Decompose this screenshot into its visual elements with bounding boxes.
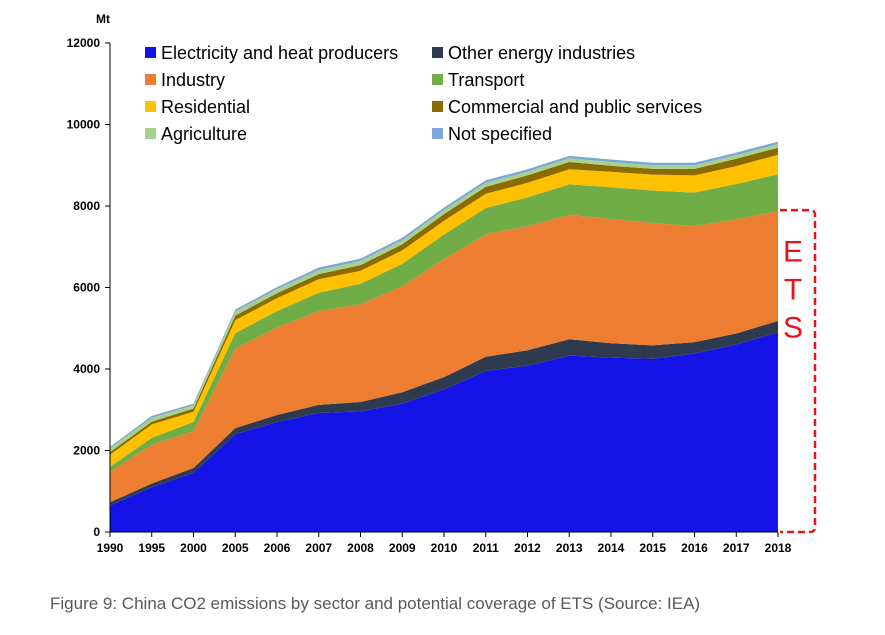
- x-tick-labels: 1990 1995 2000 2005 2006 2007 2008 2009 2010 2011…: [97, 532, 792, 555]
- legend-swatch: [432, 128, 443, 139]
- y-tick-label: 8000: [73, 199, 100, 213]
- y-tick-label: 2000: [73, 444, 100, 458]
- legend-label: Transport: [448, 70, 524, 90]
- area-transport: [110, 174, 778, 472]
- legend: Electricity and heat producers Other ener…: [145, 43, 702, 144]
- x-tick-label: 1995: [138, 541, 165, 555]
- legend-label: Electricity and heat producers: [161, 43, 398, 63]
- area-electricity-and-heat-producers: [110, 332, 778, 532]
- legend-label: Residential: [161, 97, 250, 117]
- y-unit-label: Mt: [96, 12, 110, 26]
- y-tick-label: 0: [93, 525, 100, 539]
- legend-label: Commercial and public services: [448, 97, 702, 117]
- x-tick-label: 2006: [264, 541, 291, 555]
- legend-label: Industry: [161, 70, 225, 90]
- x-tick-label: 2011: [473, 541, 499, 555]
- legend-label: Agriculture: [161, 124, 247, 144]
- y-tick-label: 12000: [67, 36, 101, 50]
- x-tick-label: 2005: [222, 541, 249, 555]
- x-tick-label: 2009: [389, 541, 416, 555]
- x-tick-label: 2010: [431, 541, 458, 555]
- x-tick-label: 2008: [347, 541, 374, 555]
- y-tick-label: 10000: [67, 118, 101, 132]
- x-tick-label: 2013: [556, 541, 583, 555]
- ets-letter: S: [783, 312, 803, 345]
- legend-swatch: [145, 74, 156, 85]
- legend-swatch: [432, 47, 443, 58]
- x-tick-label: 2007: [305, 541, 332, 555]
- x-tick-label: 2000: [180, 541, 207, 555]
- area-residential: [110, 154, 778, 467]
- x-tick-label: 2014: [598, 541, 625, 555]
- x-tick-label: 2016: [681, 541, 708, 555]
- y-tick-label: 6000: [73, 281, 100, 295]
- area-industry: [110, 210, 778, 503]
- x-tick-label: 2017: [723, 541, 750, 555]
- ets-letter: T: [784, 274, 802, 307]
- x-tick-label: 2015: [639, 541, 666, 555]
- legend-swatch: [432, 74, 443, 85]
- area-other-energy-industries: [110, 320, 778, 506]
- stacked-areas: [110, 141, 778, 532]
- legend-swatch: [145, 47, 156, 58]
- legend-swatch: [145, 128, 156, 139]
- figure-caption: Figure 9: China CO2 emissions by sector …: [50, 594, 701, 613]
- emissions-chart: 0 2000 4000 6000 8000 10000 12000 1990 1995 2000…: [67, 12, 817, 555]
- ets-bracket: [780, 208, 817, 534]
- y-tick-label: 4000: [73, 362, 100, 376]
- ets-letter: E: [783, 236, 803, 269]
- y-tick-labels: 0 2000 4000 6000 8000 10000 12000: [67, 36, 110, 539]
- x-tick-label: 2012: [514, 541, 541, 555]
- x-tick-label: 1990: [97, 541, 124, 555]
- legend-label: Other energy industries: [448, 43, 635, 63]
- legend-swatch: [145, 101, 156, 112]
- x-tick-label: 2018: [765, 541, 792, 555]
- legend-swatch: [432, 101, 443, 112]
- legend-label: Not specified: [448, 124, 552, 144]
